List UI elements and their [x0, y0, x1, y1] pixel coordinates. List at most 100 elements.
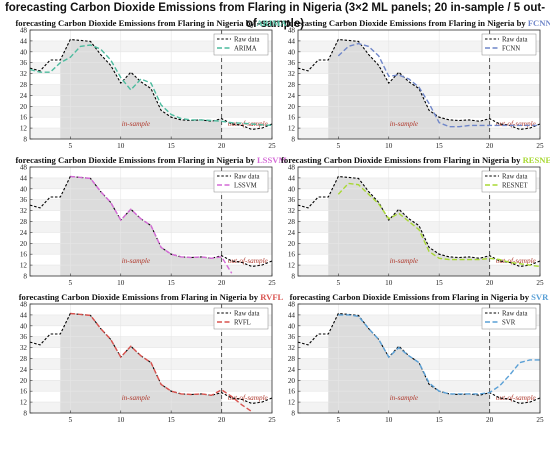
- panel-title: forecasting Carbon Dioxide Emissions fro…: [15, 18, 287, 28]
- series-line-raw-data: [297, 312, 541, 405]
- x-tick-label: 20: [486, 142, 494, 150]
- x-tick-label: 5: [69, 416, 73, 424]
- y-tick-label: 40: [288, 185, 296, 193]
- panel-title-prefix: forecasting Carbon Dioxide Emissions fro…: [286, 18, 528, 28]
- figure-title: forecasting Carbon Dioxide Emissions fro…: [4, 2, 546, 30]
- panel-title: forecasting Carbon Dioxide Emissions fro…: [290, 292, 550, 302]
- y-tick-label: 16: [288, 114, 296, 122]
- x-tick-label: 20: [486, 416, 494, 424]
- y-tick-label: 48: [20, 27, 28, 35]
- y-tick-label: 36: [20, 59, 28, 67]
- legend-label: Raw data: [234, 37, 259, 44]
- x-tick-label: 10: [117, 279, 125, 287]
- y-tick-label: 16: [20, 388, 28, 396]
- in-sample-label: in-sample: [390, 257, 419, 265]
- in-sample-label: in-sample: [390, 394, 419, 402]
- legend-label: RESNET: [502, 183, 529, 190]
- y-tick-label: 8: [291, 136, 295, 144]
- y-tick-label: 16: [288, 251, 296, 259]
- y-tick-label: 12: [20, 262, 28, 270]
- legend-label: RVFL: [234, 320, 251, 327]
- y-tick-label: 24: [288, 366, 296, 374]
- y-tick-label: 16: [20, 114, 28, 122]
- y-tick-label: 12: [20, 125, 28, 133]
- series-line-svr: [338, 314, 540, 395]
- y-tick-label: 24: [20, 229, 28, 237]
- panel-title: forecasting Carbon Dioxide Emissions fro…: [19, 292, 284, 302]
- y-tick-label: 44: [288, 37, 296, 45]
- out-of-sample-label: out-of-sample: [496, 257, 537, 265]
- y-tick-label: 32: [288, 207, 296, 215]
- y-tick-label: 16: [20, 251, 28, 259]
- y-tick-label: 44: [20, 311, 28, 319]
- y-tick-label: 32: [20, 344, 28, 352]
- y-tick-label: 36: [288, 196, 296, 204]
- x-tick-label: 5: [69, 279, 73, 287]
- x-tick-label: 5: [337, 416, 341, 424]
- y-tick-label: 28: [20, 81, 28, 89]
- y-tick-label: 24: [20, 92, 28, 100]
- y-tick-label: 48: [288, 27, 296, 35]
- panel-title-model: RVFL: [260, 292, 283, 302]
- y-tick-label: 8: [291, 273, 295, 281]
- out-of-sample-label: out-of-sample: [228, 257, 269, 265]
- y-tick-label: 40: [20, 185, 28, 193]
- panel-title-model: ARIMA: [256, 18, 287, 28]
- y-tick-label: 44: [20, 37, 28, 45]
- band: [30, 40, 272, 52]
- panel-title-model: SVR: [531, 292, 549, 302]
- legend-label: Raw data: [502, 174, 527, 181]
- panel-title-prefix: forecasting Carbon Dioxide Emissions fro…: [281, 155, 523, 165]
- series-line-fcnn: [337, 42, 540, 128]
- x-tick-label: 20: [218, 416, 226, 424]
- band: [298, 62, 540, 74]
- x-tick-label: 15: [168, 142, 176, 150]
- y-tick-label: 32: [288, 70, 296, 78]
- series-line-arima: [29, 44, 273, 127]
- y-tick-label: 44: [288, 311, 296, 319]
- y-tick-label: 12: [20, 399, 28, 407]
- y-tick-label: 28: [20, 355, 28, 363]
- y-tick-label: 40: [288, 322, 296, 330]
- series-line-raw-data: [297, 175, 541, 268]
- y-tick-label: 48: [288, 164, 296, 172]
- x-tick-label: 5: [69, 142, 73, 150]
- in-sample-label: in-sample: [122, 394, 151, 402]
- y-tick-label: 32: [20, 207, 28, 215]
- x-tick-label: 25: [268, 416, 276, 424]
- panel-svr: 8 12 16 20 24 28 32 36 40 44 48 5 10 15 20 25 in-sample o…: [288, 292, 549, 424]
- legend-label: Raw data: [234, 174, 259, 181]
- x-tick-label: 10: [385, 142, 393, 150]
- panel-title-model: RESNET: [523, 155, 550, 165]
- x-tick-label: 15: [436, 279, 444, 287]
- band: [30, 199, 272, 211]
- panel-title-prefix: forecasting Carbon Dioxide Emissions fro…: [19, 292, 261, 302]
- y-tick-label: 12: [288, 262, 296, 270]
- band: [30, 177, 272, 189]
- y-tick-label: 40: [288, 48, 296, 56]
- y-tick-label: 20: [20, 103, 28, 111]
- y-tick-label: 36: [20, 196, 28, 204]
- y-tick-label: 24: [288, 229, 296, 237]
- series-line-lssvm: [70, 175, 233, 274]
- y-tick-label: 40: [20, 48, 28, 56]
- band: [298, 336, 540, 348]
- y-tick-label: 8: [23, 273, 27, 281]
- in-sample-area: [328, 39, 490, 139]
- x-tick-label: 25: [268, 142, 276, 150]
- series-line-resnet: [337, 182, 541, 268]
- legend-label: Raw data: [502, 311, 527, 318]
- in-sample-area: [60, 313, 222, 413]
- band: [30, 336, 272, 348]
- y-tick-label: 44: [20, 174, 28, 182]
- y-tick-label: 28: [288, 218, 296, 226]
- y-tick-label: 28: [288, 81, 296, 89]
- legend-label: SVR: [502, 320, 516, 327]
- panel-title-prefix: forecasting Carbon Dioxide Emissions fro…: [15, 18, 256, 28]
- band: [298, 177, 540, 189]
- y-tick-label: 20: [288, 240, 296, 248]
- x-tick-label: 5: [337, 279, 341, 287]
- panel-title-prefix: forecasting Carbon Dioxide Emissions fro…: [15, 155, 257, 165]
- panel-title: forecasting Carbon Dioxide Emissions fro…: [281, 155, 550, 165]
